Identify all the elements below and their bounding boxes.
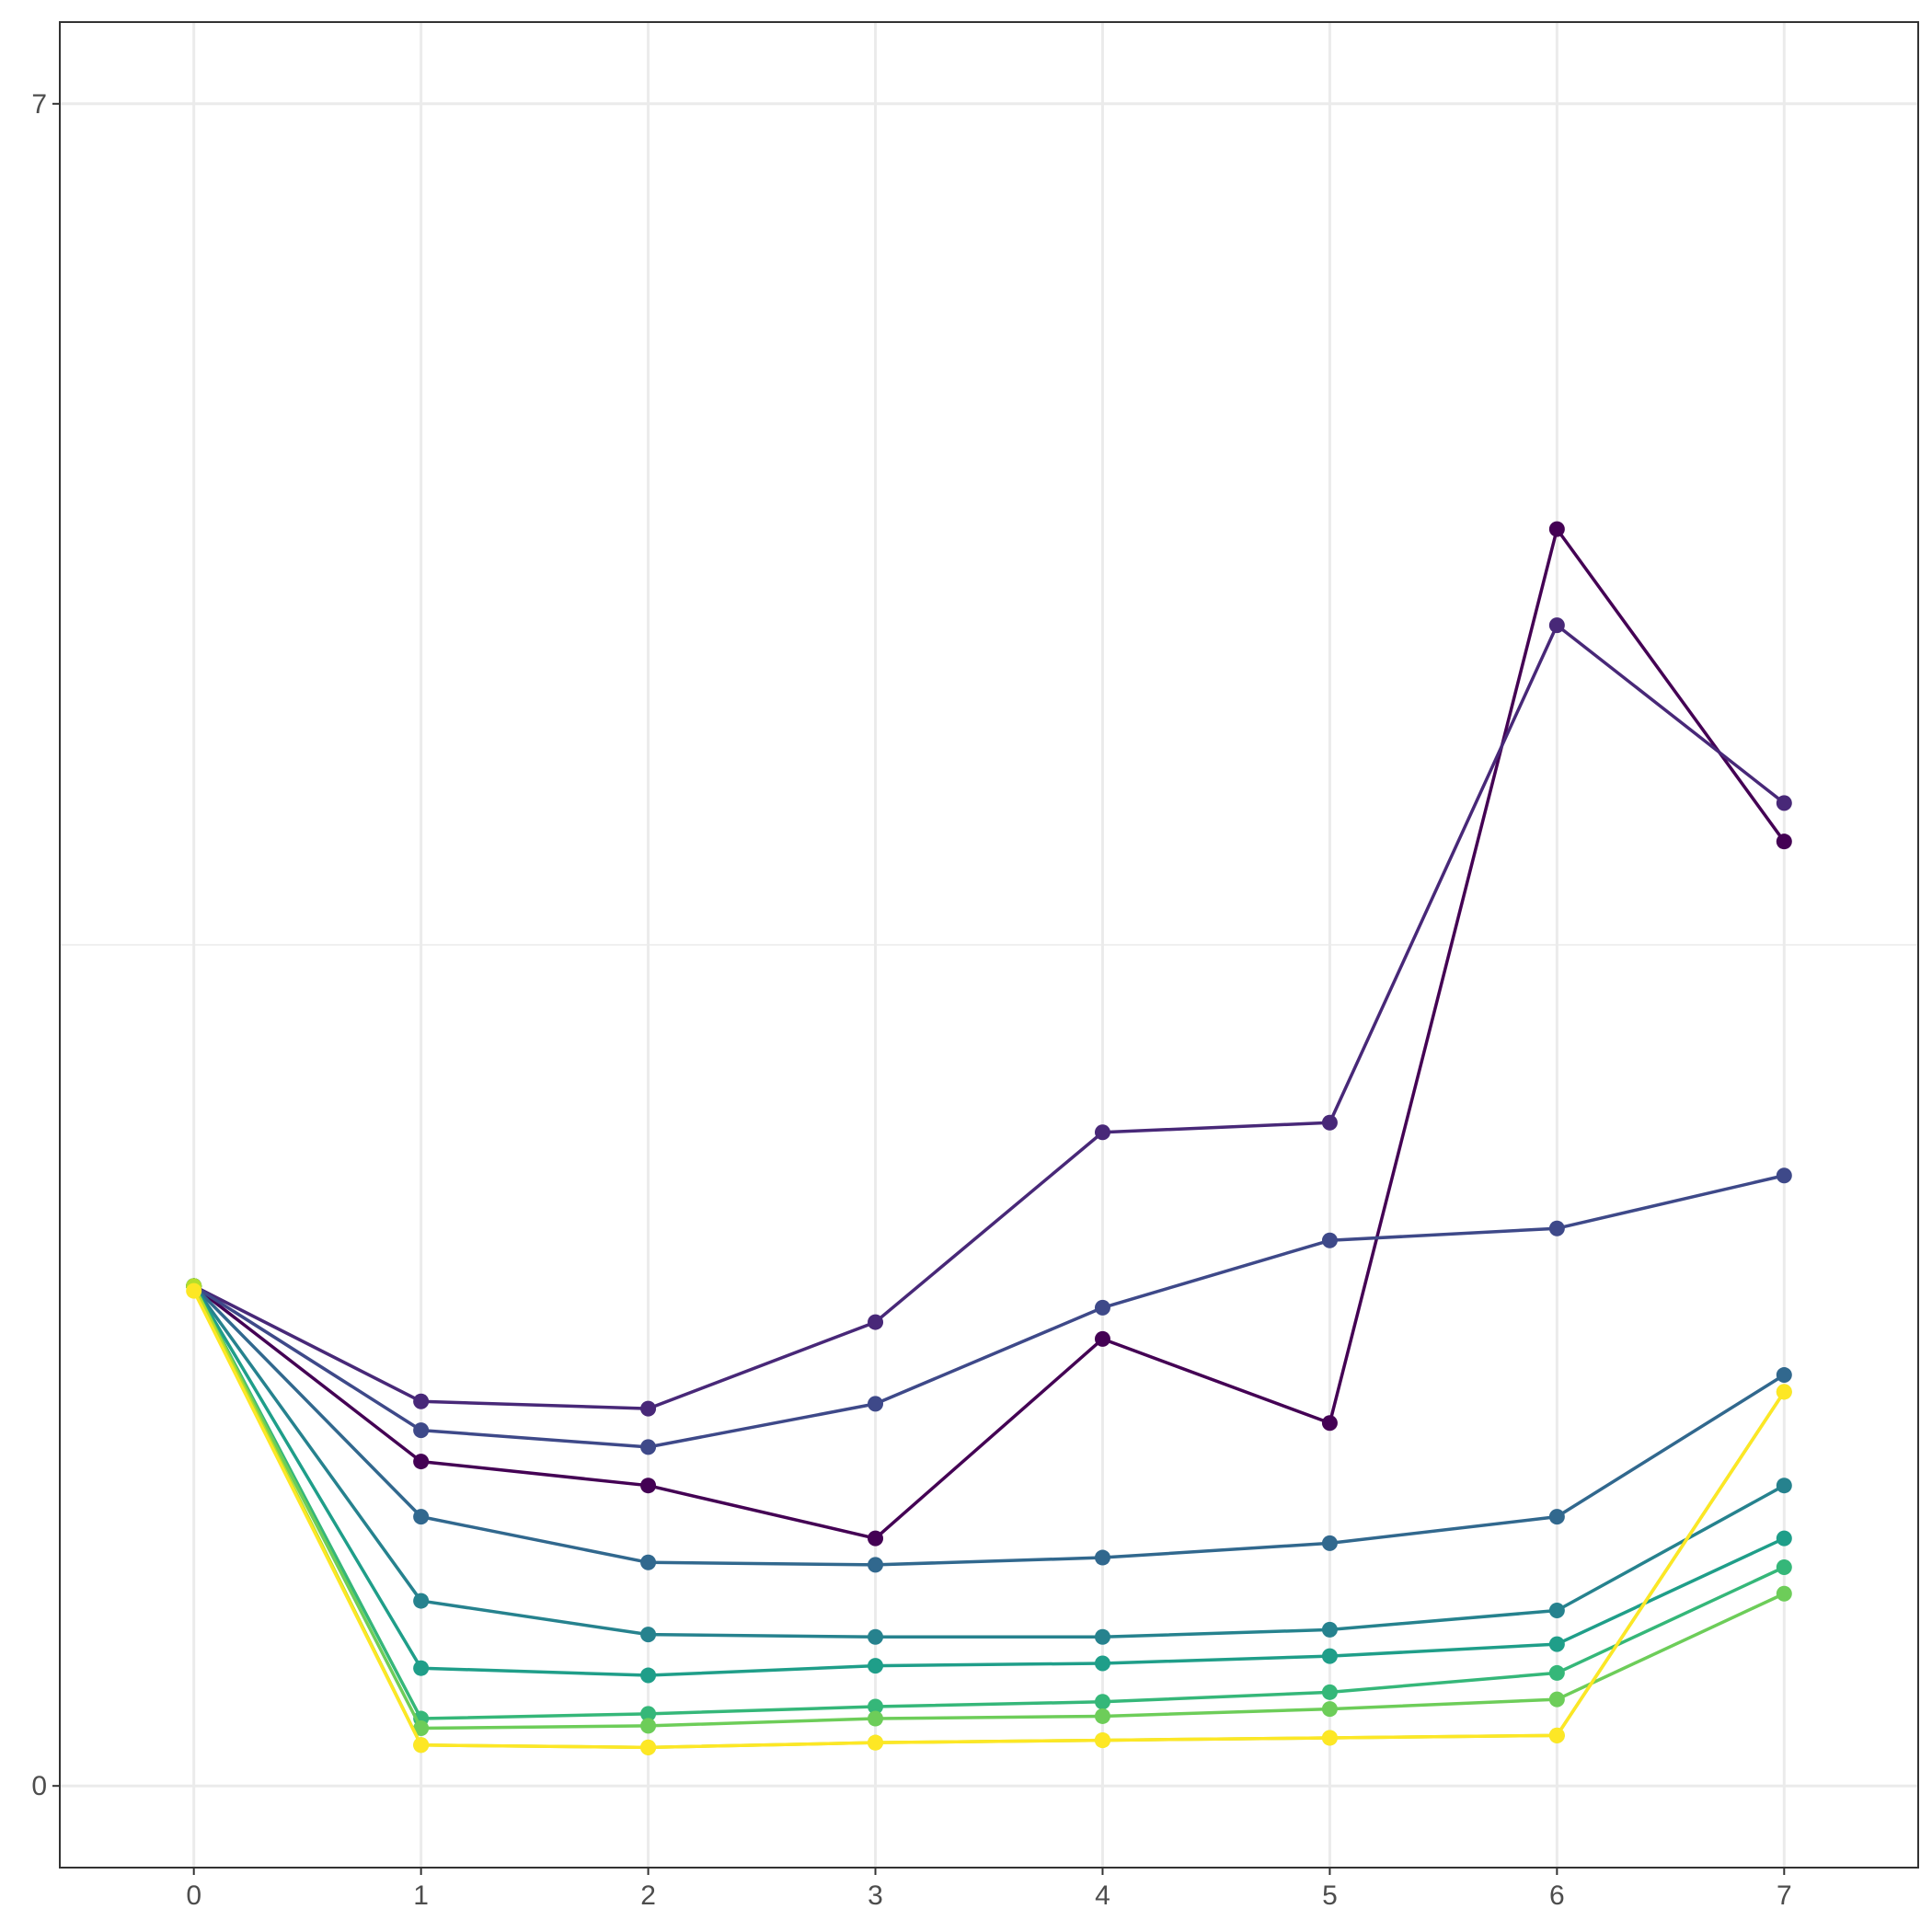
data-point: [1776, 1530, 1792, 1547]
data-point: [1321, 1415, 1338, 1432]
x-tick-label: 3: [868, 1880, 883, 1911]
series-1: [186, 521, 1792, 1547]
data-point: [868, 1314, 884, 1330]
series-7: [186, 1278, 1792, 1727]
data-point: [1776, 1559, 1792, 1576]
data-point: [1094, 1655, 1110, 1672]
series-2: [186, 617, 1792, 1417]
data-point: [1094, 1299, 1110, 1316]
data-point: [868, 1628, 884, 1645]
series-6: [186, 1278, 1792, 1684]
series-line: [192, 527, 1786, 1540]
data-point: [1548, 1603, 1565, 1619]
data-point: [413, 1509, 430, 1525]
data-point: [1776, 1167, 1792, 1184]
axes: 0 7 0 1 2 3 4 5 6 7: [31, 89, 1791, 1911]
data-point: [413, 1593, 430, 1609]
series-5: [186, 1278, 1792, 1645]
data-point: [868, 1557, 884, 1573]
series-line: [192, 1285, 1786, 1720]
data-point: [1094, 1708, 1110, 1724]
data-point: [1321, 1730, 1338, 1746]
data-point: [640, 1439, 657, 1455]
data-point: [1094, 1732, 1110, 1749]
data-point: [1094, 1694, 1110, 1710]
data-point: [1321, 1684, 1338, 1700]
data-point: [1776, 795, 1792, 811]
series-line: [192, 1284, 1786, 1567]
data-point: [868, 1734, 884, 1751]
series-line: [192, 623, 1786, 1410]
data-point: [640, 1554, 657, 1570]
series-line: [192, 1174, 1785, 1449]
data-point: [413, 1737, 430, 1754]
data-point: [640, 1706, 657, 1722]
data-point: [868, 1396, 884, 1412]
data-point: [1321, 1535, 1338, 1551]
data-point: [413, 1720, 430, 1737]
series-10: [186, 1282, 1792, 1755]
data-point: [1548, 617, 1565, 634]
data-point: [1321, 1648, 1338, 1664]
data-point: [1094, 1124, 1110, 1141]
data-point: [1094, 1330, 1110, 1347]
series-line: [192, 1285, 1786, 1731]
x-tick-label: 1: [413, 1880, 429, 1911]
series-3: [186, 1167, 1792, 1455]
data-point: [868, 1530, 884, 1547]
data-point: [868, 1698, 884, 1715]
x-tick-label: 7: [1777, 1880, 1792, 1911]
data-point: [186, 1282, 202, 1299]
data-point: [1548, 1636, 1565, 1652]
series-8: [186, 1278, 1792, 1737]
series-line: [192, 1285, 1786, 1677]
data-point: [1321, 1621, 1338, 1638]
data-point: [1094, 1549, 1110, 1566]
data-point: [1548, 521, 1565, 537]
data-point: [868, 1710, 884, 1727]
y-tick-label: 7: [31, 89, 47, 120]
data-point: [1776, 1585, 1792, 1602]
data-point: [640, 1718, 657, 1734]
series-line: [192, 1284, 1786, 1639]
data-point: [1548, 1691, 1565, 1708]
data-point: [1321, 1114, 1338, 1131]
data-point: [1776, 1367, 1792, 1384]
data-point: [1548, 1727, 1565, 1743]
x-tick-label: 2: [640, 1880, 656, 1911]
data-point: [640, 1667, 657, 1684]
data-point: [868, 1658, 884, 1674]
data-point: [1094, 1628, 1110, 1645]
panel-border: [59, 21, 1919, 1869]
data-point: [1776, 1384, 1792, 1400]
data-point: [640, 1627, 657, 1643]
data-point: [1548, 1509, 1565, 1525]
data-point: [1321, 1701, 1338, 1718]
data-point: [413, 1454, 430, 1470]
data-point: [640, 1400, 657, 1417]
data-point: [413, 1393, 430, 1409]
data-point: [1321, 1232, 1338, 1248]
data-point: [413, 1422, 430, 1439]
y-tick-label: 0: [31, 1771, 47, 1801]
data-point: [413, 1660, 430, 1676]
series-line: [192, 1290, 1786, 1750]
x-tick-label: 5: [1322, 1880, 1338, 1911]
data-point: [1776, 834, 1792, 850]
data-point: [640, 1478, 657, 1494]
x-tick-label: 0: [186, 1880, 201, 1911]
data-point: [1548, 1220, 1565, 1236]
series-lines: [186, 521, 1792, 1755]
data-point: [1548, 1664, 1565, 1681]
grid: [60, 22, 1918, 1868]
data-point: [1776, 1478, 1792, 1494]
x-tick-label: 6: [1549, 1880, 1565, 1911]
data-point: [640, 1739, 657, 1755]
x-tick-label: 4: [1095, 1880, 1110, 1911]
